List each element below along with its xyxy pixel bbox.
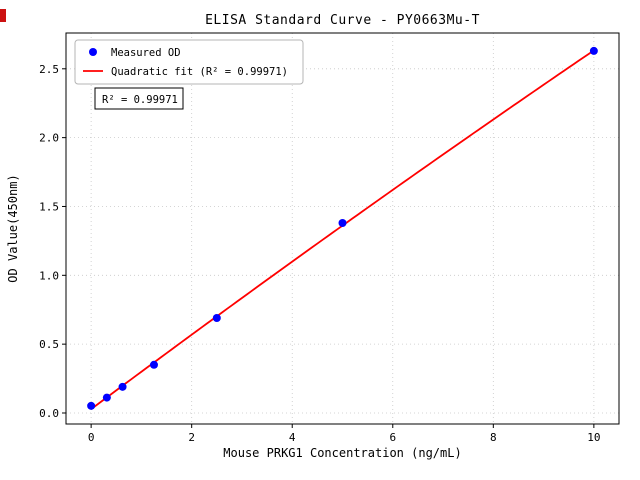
data-point <box>149 360 158 369</box>
x-tick-label: 6 <box>389 431 396 444</box>
x-tick-label: 4 <box>289 431 296 444</box>
y-tick-label: 2.0 <box>39 132 59 145</box>
x-axis-label: Mouse PRKG1 Concentration (ng/mL) <box>223 446 462 460</box>
r-squared-text: R² = 0.99971 <box>102 94 178 106</box>
chart-title: ELISA Standard Curve - PY0663Mu-T <box>205 13 480 28</box>
x-tick-label: 8 <box>490 431 497 444</box>
data-point <box>212 313 221 322</box>
y-tick-label: 0.0 <box>39 407 59 420</box>
data-point <box>338 218 347 227</box>
data-point <box>118 382 127 391</box>
plot-border <box>65 32 620 425</box>
y-tick-label: 0.5 <box>39 338 59 351</box>
y-tick-label: 1.0 <box>39 269 59 282</box>
legend-marker-measured-od <box>89 48 97 56</box>
legend-label-measured-od: Measured OD <box>111 47 181 59</box>
x-tick-label: 10 <box>587 431 600 444</box>
y-tick-label: 2.5 <box>39 63 59 76</box>
red-corner-mark <box>0 9 6 22</box>
legend-label-quadratic-fit: Quadratic fit (R² = 0.99971) <box>111 66 288 78</box>
data-point <box>87 401 96 410</box>
r-squared-box <box>94 87 184 110</box>
data-point <box>589 46 598 55</box>
legend-box <box>74 39 304 85</box>
x-tick-label: 2 <box>188 431 195 444</box>
y-axis-label: OD Value(450nm) <box>6 174 20 282</box>
data-point <box>102 393 111 402</box>
x-tick-label: 0 <box>88 431 95 444</box>
y-tick-label: 1.5 <box>39 200 59 213</box>
